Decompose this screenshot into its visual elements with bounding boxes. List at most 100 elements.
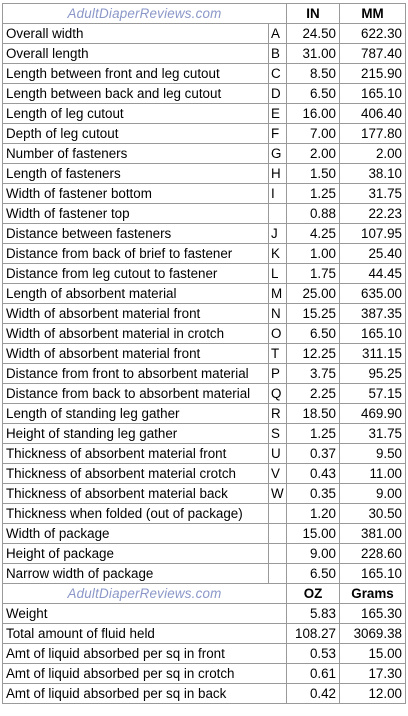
value-mm: 165.10 xyxy=(339,83,406,104)
value-mm: 622.30 xyxy=(339,23,406,44)
measurement-label: Narrow width of package xyxy=(2,563,269,584)
value-mm: 38.10 xyxy=(339,163,406,184)
measurement-code: I xyxy=(268,183,287,204)
value-mm: 177.80 xyxy=(339,123,406,144)
measurement-label: Height of package xyxy=(2,543,269,564)
value-inches: 24.50 xyxy=(286,23,340,44)
value-mm: 215.90 xyxy=(339,63,406,84)
measurement-code: H xyxy=(268,163,287,184)
measurement-label: Width of fastener top xyxy=(2,203,269,224)
table-row: Length of leg cutout E 16.00 406.40 xyxy=(2,103,406,124)
measurement-label: Length of absorbent material xyxy=(2,283,269,304)
measurement-code: E xyxy=(268,103,287,124)
table-row: Thickness of absorbent material back W 0.3… xyxy=(2,483,406,504)
value-mm: 165.10 xyxy=(339,563,406,584)
measurement-label: Thickness of absorbent material front xyxy=(2,443,269,464)
value-mm: 25.40 xyxy=(339,243,406,264)
measurement-label: Depth of leg cutout xyxy=(2,123,269,144)
value-mm: 9.00 xyxy=(339,483,406,504)
value-mm: 22.23 xyxy=(339,203,406,224)
table-row: Length of standing leg gather R 18.50 469.9… xyxy=(2,403,406,424)
measurement-label: Thickness of absorbent material back xyxy=(2,483,269,504)
table-row: Width of fastener bottom I 1.25 31.75 xyxy=(2,183,406,204)
value-oz: 0.42 xyxy=(286,683,340,704)
measurement-label: Distance from leg cutout to fastener xyxy=(2,263,269,284)
measurement-label: Total amount of fluid held xyxy=(2,623,287,644)
value-inches: 1.20 xyxy=(286,503,340,524)
value-mm: 635.00 xyxy=(339,283,406,304)
measurement-label: Distance between fasteners xyxy=(2,223,269,244)
value-inches: 1.25 xyxy=(286,183,340,204)
table-row: Amt of liquid absorbed per sq in back 0.4… xyxy=(2,683,406,704)
value-mm: 95.25 xyxy=(339,363,406,384)
header-row-dimensions: AdultDiaperReviews.com IN MM xyxy=(2,3,406,24)
value-oz: 0.61 xyxy=(286,663,340,684)
value-mm: 228.60 xyxy=(339,543,406,564)
value-inches: 0.37 xyxy=(286,443,340,464)
table-row: Amt of liquid absorbed per sq in crotch 0… xyxy=(2,663,406,684)
measurement-code: T xyxy=(268,343,287,364)
value-mm: 311.15 xyxy=(339,343,406,364)
value-inches: 15.00 xyxy=(286,523,340,544)
value-inches: 4.25 xyxy=(286,223,340,244)
measurement-code xyxy=(268,523,287,544)
value-oz: 5.83 xyxy=(286,603,340,624)
measurement-code: S xyxy=(268,423,287,444)
measurement-code: P xyxy=(268,363,287,384)
table-row: Distance from back to absorbent material… xyxy=(2,383,406,404)
value-inches: 0.35 xyxy=(286,483,340,504)
value-mm: 107.95 xyxy=(339,223,406,244)
table-row: Width of absorbent material front T 12.25 3… xyxy=(2,343,406,364)
measurement-label: Length of leg cutout xyxy=(2,103,269,124)
measurement-code: C xyxy=(268,63,287,84)
unit-mm-header: MM xyxy=(339,3,406,24)
measurement-label: Thickness when folded (out of package) xyxy=(2,503,269,524)
measurement-code: V xyxy=(268,463,287,484)
value-mm: 787.40 xyxy=(339,43,406,64)
value-inches: 6.50 xyxy=(286,563,340,584)
value-grams: 17.30 xyxy=(339,663,406,684)
value-inches: 1.50 xyxy=(286,163,340,184)
measurement-label: Width of package xyxy=(2,523,269,544)
value-inches: 0.43 xyxy=(286,463,340,484)
value-grams: 15.00 xyxy=(339,643,406,664)
table-row: Amt of liquid absorbed per sq in front 0.… xyxy=(2,643,406,664)
table-row: Overall width A 24.50 622.30 xyxy=(2,23,406,44)
measurement-label: Number of fasteners xyxy=(2,143,269,164)
measurement-label: Thickness of absorbent material crotch xyxy=(2,463,269,484)
value-inches: 2.25 xyxy=(286,383,340,404)
value-inches: 3.75 xyxy=(286,363,340,384)
table-row: Width of absorbent material in crotch O 6.… xyxy=(2,323,406,344)
table-row: Length between front and leg cutout C 8.50… xyxy=(2,63,406,84)
table-row: Overall length B 31.00 787.40 xyxy=(2,43,406,64)
value-inches: 18.50 xyxy=(286,403,340,424)
measurement-code: Q xyxy=(268,383,287,404)
measurement-label: Amt of liquid absorbed per sq in front xyxy=(2,643,287,664)
measurement-code: R xyxy=(268,403,287,424)
value-oz: 0.53 xyxy=(286,643,340,664)
measurement-label: Length of standing leg gather xyxy=(2,403,269,424)
table-row: Width of package 15.00 381.00 xyxy=(2,523,406,544)
value-inches: 0.88 xyxy=(286,203,340,224)
value-mm: 31.75 xyxy=(339,183,406,204)
measurement-code: F xyxy=(268,123,287,144)
value-inches: 1.75 xyxy=(286,263,340,284)
measurement-code: G xyxy=(268,143,287,164)
value-inches: 15.25 xyxy=(286,303,340,324)
site-label: AdultDiaperReviews.com xyxy=(2,3,287,24)
table-row: Length of absorbent material M 25.00 635.00 xyxy=(2,283,406,304)
value-oz: 108.27 xyxy=(286,623,340,644)
unit-oz-header: OZ xyxy=(286,583,340,604)
measurement-label: Amt of liquid absorbed per sq in back xyxy=(2,683,287,704)
value-inches: 1.00 xyxy=(286,243,340,264)
value-inches: 9.00 xyxy=(286,543,340,564)
spec-table: AdultDiaperReviews.com IN MM Overall wid… xyxy=(2,3,406,704)
value-inches: 8.50 xyxy=(286,63,340,84)
measurement-label: Length of fasteners xyxy=(2,163,269,184)
measurement-label: Distance from back to absorbent material xyxy=(2,383,269,404)
value-mm: 11.00 xyxy=(339,463,406,484)
measurement-code: U xyxy=(268,443,287,464)
value-mm: 165.10 xyxy=(339,323,406,344)
value-grams: 3069.38 xyxy=(339,623,406,644)
measurement-label: Amt of liquid absorbed per sq in crotch xyxy=(2,663,287,684)
